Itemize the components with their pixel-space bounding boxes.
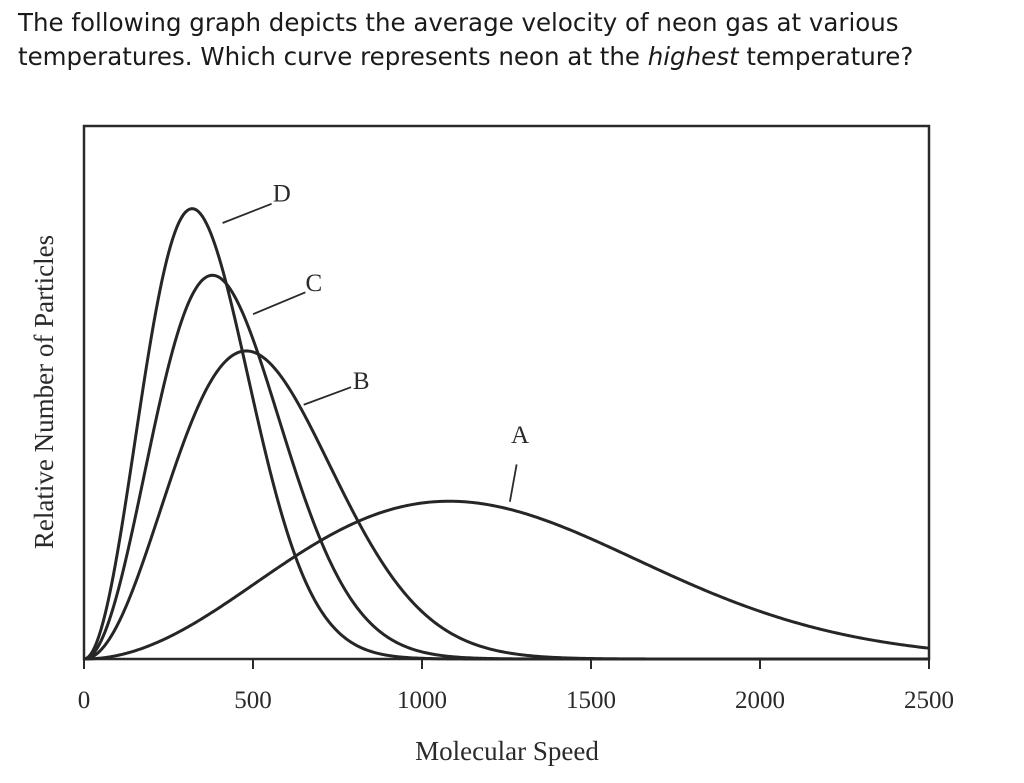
x-axis-label: Molecular Speed bbox=[415, 736, 599, 766]
leader-c bbox=[252, 291, 306, 315]
curve-a bbox=[83, 499, 930, 661]
curve-c bbox=[83, 273, 929, 661]
x-tick-label: 2000 bbox=[735, 687, 785, 714]
x-tick-label: 1000 bbox=[397, 687, 447, 714]
x-axis-tick-labels: 0 500 1000 1500 2000 2500 bbox=[78, 687, 954, 714]
leader-a bbox=[508, 464, 518, 502]
question-text-end: temperature? bbox=[738, 42, 914, 71]
x-tick-label: 1500 bbox=[566, 687, 616, 714]
leader-d bbox=[222, 202, 272, 224]
y-axis-label: Relative Number of Particles bbox=[29, 235, 59, 549]
question-text-start: The following graph depicts the average … bbox=[18, 8, 899, 71]
curve-label-c: C bbox=[305, 270, 322, 297]
curve-d bbox=[83, 207, 929, 661]
curve-label-leaders bbox=[222, 202, 518, 502]
x-tick-label: 2500 bbox=[904, 687, 954, 714]
curve-labels: A B C D bbox=[273, 181, 529, 449]
curve-label-d: D bbox=[273, 181, 291, 208]
x-tick-label: 0 bbox=[78, 687, 91, 714]
leader-b bbox=[303, 386, 352, 406]
plot-frame bbox=[82, 124, 931, 661]
x-axis-ticks bbox=[83, 659, 930, 669]
curve-label-a: A bbox=[511, 422, 529, 449]
curve-label-b: B bbox=[353, 368, 370, 395]
question-text: The following graph depicts the average … bbox=[18, 6, 1008, 74]
question-emphasis: highest bbox=[647, 42, 739, 71]
x-tick-label: 500 bbox=[234, 687, 272, 714]
curves bbox=[83, 207, 930, 661]
